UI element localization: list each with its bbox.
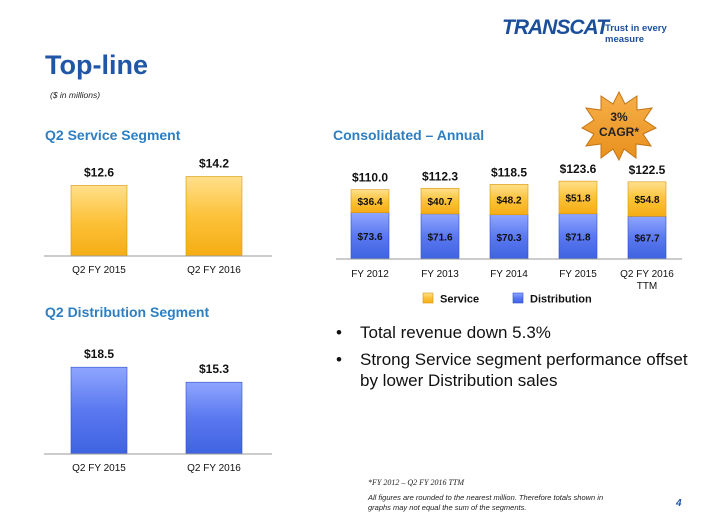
x-tick-label: FY 2015 xyxy=(559,269,597,280)
service-value-label: $36.4 xyxy=(357,197,382,208)
bar xyxy=(185,381,243,455)
distribution-value-label: $73.6 xyxy=(357,232,382,243)
distribution-value-label: $71.8 xyxy=(565,232,590,243)
total-value-label: $118.5 xyxy=(491,165,527,179)
legend-swatch xyxy=(512,292,524,304)
x-tick-label: FY 2013 xyxy=(421,269,459,280)
legend-swatch xyxy=(422,292,434,304)
transcat-logo: TRANSCAT Trust in every measure xyxy=(502,14,702,45)
distribution-value-label: $70.3 xyxy=(496,233,521,244)
x-tick-label: Q2 FY 2015 xyxy=(72,463,126,474)
x-tick-label: FY 2014 xyxy=(490,269,528,280)
bar-value-label: $18.5 xyxy=(84,347,114,361)
bullet-text: Strong Service segment performance offse… xyxy=(360,350,688,390)
bar xyxy=(70,366,128,455)
distribution-bar-chart: $18.5 Q2 FY 2015 $15.3 Q2 FY 2016 xyxy=(44,347,272,474)
distribution-segment xyxy=(627,216,667,260)
distribution-segment xyxy=(420,213,460,260)
cagr-label: CAGR* xyxy=(598,125,639,139)
distribution-value-label: $67.7 xyxy=(634,234,659,245)
bullet-dot-icon: • xyxy=(336,323,342,342)
consolidated-stacked-chart: $73.6 $36.4 $110.0 FY 2012 $71.6 $40.7 $112.3 F… xyxy=(336,162,682,306)
x-tick-label: TTM xyxy=(637,281,658,292)
cagr-badge: 3% CAGR* xyxy=(581,90,658,162)
total-value-label: $110.0 xyxy=(352,171,388,185)
service-chart-title: Q2 Service Segment xyxy=(45,127,181,143)
consolidated-chart-title: Consolidated – Annual xyxy=(333,127,485,143)
service-segment xyxy=(420,187,460,215)
cagr-value: 3% xyxy=(610,110,628,124)
bar xyxy=(70,185,128,257)
rounding-disclaimer: All figures are rounded to the nearest m… xyxy=(368,493,604,512)
legend-label: Distribution xyxy=(530,294,592,306)
service-segment xyxy=(350,189,390,213)
service-segment xyxy=(489,184,529,216)
bullet-item: • Strong Service segment performance off… xyxy=(336,349,696,391)
x-tick-label: Q2 FY 2016 xyxy=(187,463,241,474)
distribution-value-label: $71.6 xyxy=(427,232,452,243)
logo-tagline: Trust in every measure xyxy=(605,23,667,45)
bar xyxy=(185,176,243,257)
service-bar-chart: $12.6 Q2 FY 2015 $14.2 Q2 FY 2016 xyxy=(44,156,272,276)
service-value-label: $54.8 xyxy=(634,195,659,206)
legend-label: Service xyxy=(440,294,479,306)
bar-value-label: $14.2 xyxy=(199,156,229,170)
page-title: Top-line xyxy=(45,50,148,80)
bar-value-label: $12.6 xyxy=(84,165,114,179)
total-value-label: $122.5 xyxy=(629,163,666,177)
service-segment xyxy=(558,180,598,215)
bullet-text: Total revenue down 5.3% xyxy=(360,323,551,342)
service-value-label: $40.7 xyxy=(427,197,452,208)
logo-wordmark: TRANSCAT xyxy=(502,16,609,39)
x-tick-label: Q2 FY 2016 xyxy=(620,269,674,280)
bullet-dot-icon: • xyxy=(336,350,342,369)
bullet-item: • Total revenue down 5.3% xyxy=(336,322,696,343)
x-tick-label: Q2 FY 2015 xyxy=(72,265,126,276)
units-note: ($ in millions) xyxy=(50,90,101,100)
service-segment xyxy=(627,181,667,217)
distribution-chart-title: Q2 Distribution Segment xyxy=(45,304,210,320)
page-number: 4 xyxy=(676,498,682,509)
service-value-label: $48.2 xyxy=(496,196,521,207)
service-value-label: $51.8 xyxy=(565,193,590,204)
cagr-footnote: *FY 2012 – Q2 FY 2016 TTM xyxy=(368,478,465,487)
bar-value-label: $15.3 xyxy=(199,362,229,376)
total-value-label: $123.6 xyxy=(560,162,597,176)
key-points: • Total revenue down 5.3% • Strong Servi… xyxy=(336,322,696,397)
x-tick-label: Q2 FY 2016 xyxy=(187,265,241,276)
x-tick-label: FY 2012 xyxy=(351,269,389,280)
chart-legend: Service Distribution xyxy=(422,292,592,306)
cagr-starburst-icon xyxy=(581,90,658,162)
total-value-label: $112.3 xyxy=(422,169,458,183)
